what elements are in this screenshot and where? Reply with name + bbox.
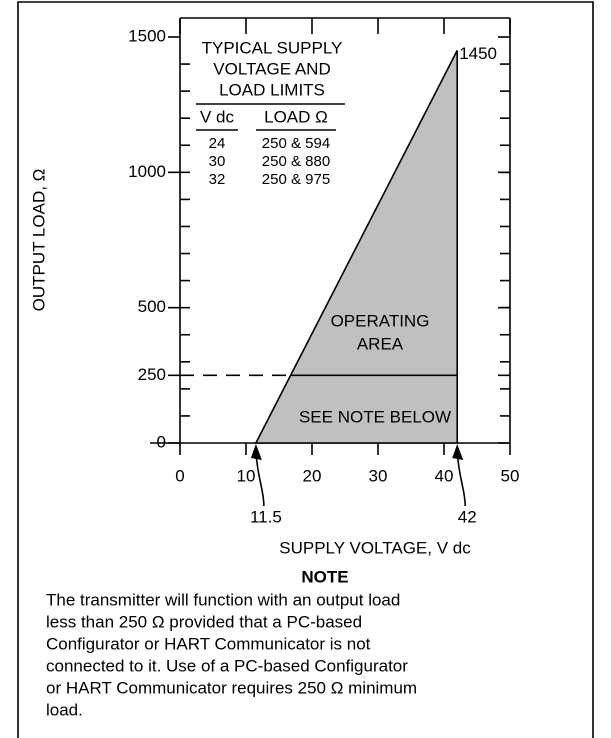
note-line: load. bbox=[46, 700, 83, 719]
inset-column-header: LOAD Ω bbox=[264, 107, 328, 126]
x-axis-label: SUPPLY VOLTAGE, V dc bbox=[279, 538, 471, 557]
y-tick-label: 1000 bbox=[128, 162, 166, 181]
annotation: SEE NOTE BELOW bbox=[299, 407, 451, 426]
note-line: The transmitter will function with an ou… bbox=[46, 590, 400, 609]
x-tick-label: 10 bbox=[237, 466, 256, 485]
annotation: AREA bbox=[357, 334, 404, 353]
x-tick-label: 0 bbox=[175, 466, 184, 485]
x-tick-label: 40 bbox=[435, 466, 454, 485]
arrow-max bbox=[456, 451, 466, 507]
inset-title: TYPICAL SUPPLY bbox=[202, 38, 343, 57]
inset-cell: 250 & 880 bbox=[262, 153, 330, 170]
x-tick-label: 20 bbox=[303, 466, 322, 485]
operating-area bbox=[254, 50, 459, 444]
inset-cell: 24 bbox=[209, 135, 226, 152]
note-line: or HART Communicator requires 250 Ω mini… bbox=[46, 678, 417, 697]
arrow-max-head bbox=[452, 444, 464, 460]
x-tick-label: 30 bbox=[369, 466, 388, 485]
note-line: connected to it. Use of a PC-based Confi… bbox=[46, 656, 408, 675]
inset-title: VOLTAGE AND bbox=[213, 59, 330, 78]
inset-cell: 30 bbox=[209, 153, 226, 170]
inset-title: LOAD LIMITS bbox=[219, 80, 325, 99]
inset-cell: 250 & 975 bbox=[262, 171, 330, 188]
y-axis-label: OUTPUT LOAD, Ω bbox=[29, 169, 48, 312]
peak-label: 1450 bbox=[459, 44, 497, 63]
inset-cell: 32 bbox=[209, 171, 226, 188]
plot-frame bbox=[150, 17, 511, 444]
note-heading: NOTE bbox=[301, 567, 348, 586]
outer-border bbox=[17, 1, 594, 738]
x-tick-label: 50 bbox=[501, 466, 520, 485]
arrow-min-head bbox=[250, 444, 262, 460]
annotation: OPERATING bbox=[331, 311, 430, 330]
note-line: less than 250 Ω provided that a PC-based bbox=[46, 612, 362, 631]
inset-cell: 250 & 594 bbox=[262, 135, 330, 152]
y-tick-label: 500 bbox=[138, 297, 166, 316]
arrow-min bbox=[255, 451, 265, 507]
x-max-label: 42 bbox=[458, 507, 477, 526]
x-min-label: 11.5 bbox=[250, 507, 282, 526]
y-tick-label: 250 bbox=[138, 365, 166, 384]
note-line: Configurator or HART Communicator is not bbox=[46, 634, 371, 653]
y-tick-label: 0 bbox=[157, 432, 166, 451]
inset-column-header: V dc bbox=[200, 107, 235, 126]
y-tick-label: 1500 bbox=[128, 26, 166, 45]
